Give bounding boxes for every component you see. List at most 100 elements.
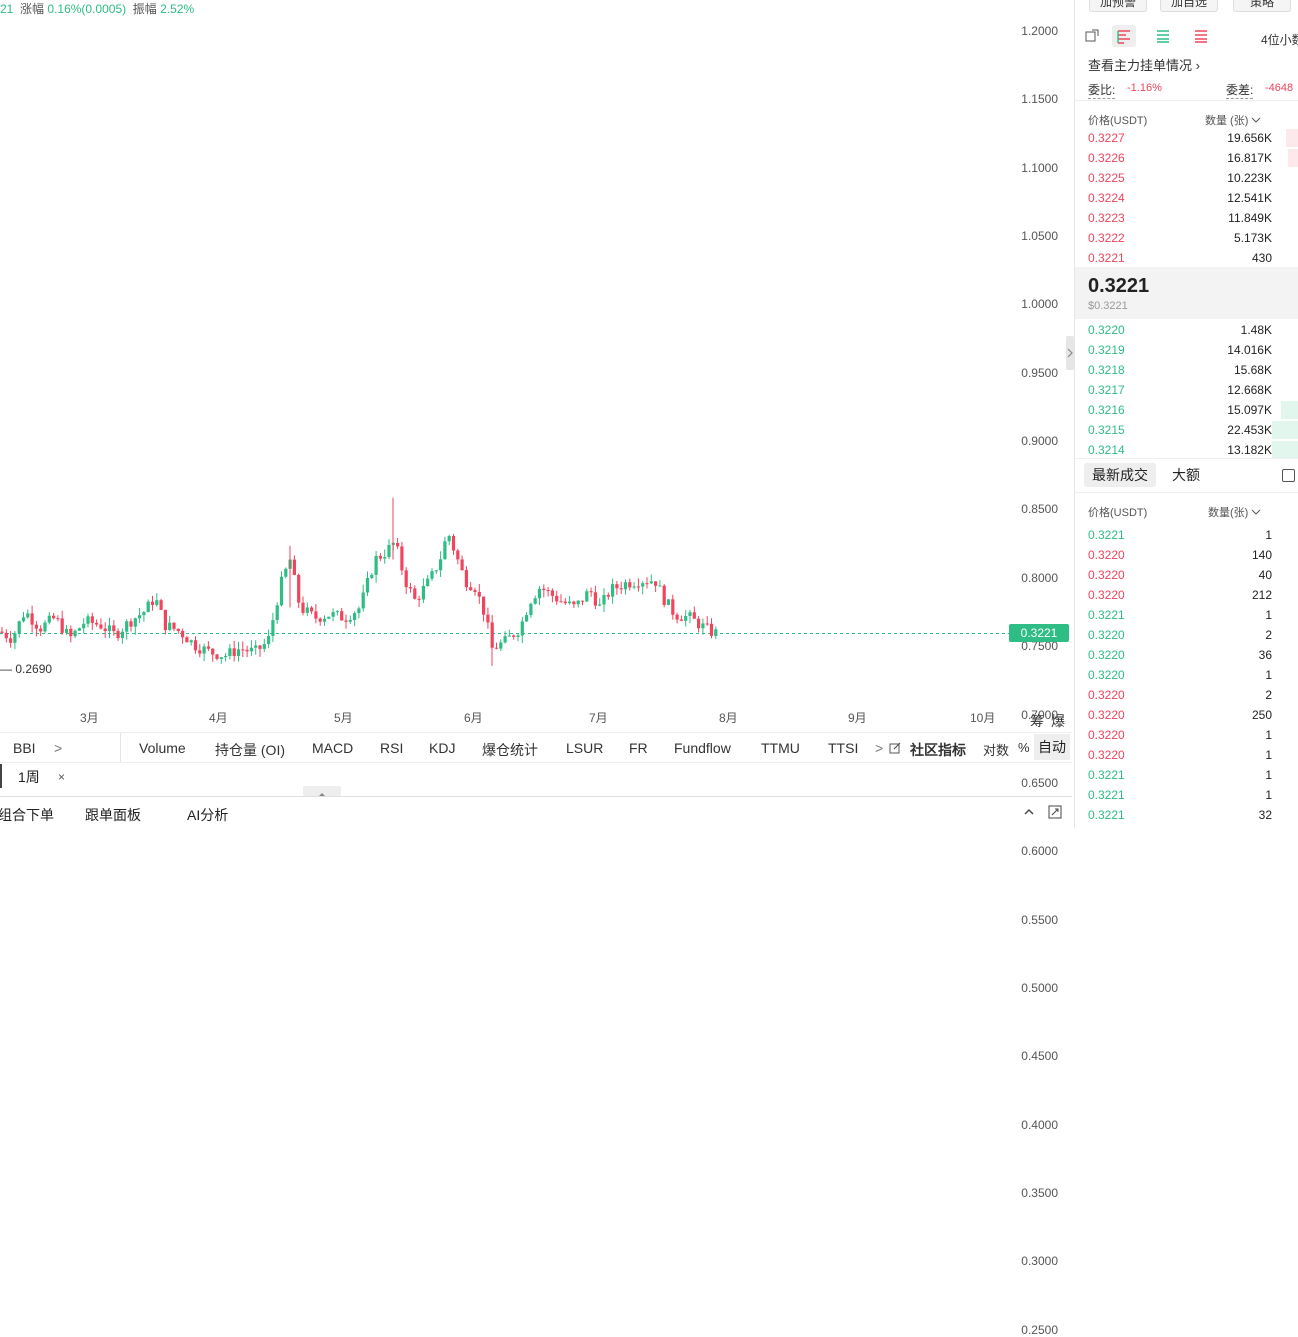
ratio-value: -1.16%: [1127, 82, 1162, 94]
current-price-tag: 0.3221: [1009, 624, 1069, 642]
candle-body: [628, 582, 632, 588]
copy-trading-panel-tab[interactable]: 跟单面板: [85, 807, 141, 823]
chip-distribution-toggle[interactable]: 筹: [1030, 713, 1044, 729]
percent-scale-toggle[interactable]: %: [1018, 740, 1030, 755]
bid-row[interactable]: 0.3216 15.097K: [1075, 400, 1298, 420]
ask-row[interactable]: 0.3222 5.173K: [1075, 228, 1298, 248]
chevron-right-icon[interactable]: >: [875, 740, 884, 756]
candle-body: [198, 650, 202, 654]
candle-body: [623, 582, 628, 590]
community-indicators[interactable]: 社区指标: [910, 742, 966, 758]
price-change-info: 21 涨幅 0.16%(0.0005) 振幅 2.52%: [0, 0, 194, 17]
log-scale-toggle[interactable]: 对数: [983, 743, 1010, 758]
candle-body: [47, 615, 51, 623]
orderbook-both-icon[interactable]: [1112, 25, 1136, 47]
orderbook-bids-icon[interactable]: [1156, 29, 1170, 46]
trade-row: 0.3220 2: [1075, 685, 1298, 705]
chevron-right-icon[interactable]: >: [54, 740, 63, 756]
ask-row[interactable]: 0.3224 12.541K: [1075, 188, 1298, 208]
candle-body: [206, 646, 210, 649]
panel-collapse-handle[interactable]: [1066, 336, 1074, 370]
add-favorite-button[interactable]: 加自选: [1160, 0, 1218, 12]
candle-body: [335, 611, 339, 613]
candle-body: [447, 536, 451, 542]
indicator-macd[interactable]: MACD: [312, 740, 354, 756]
trade-price: 0.3220: [1088, 748, 1125, 762]
indicator-ttsi[interactable]: TTSI: [828, 740, 859, 756]
candle-body: [86, 616, 90, 624]
ask-row[interactable]: 0.3226 16.817K: [1075, 148, 1298, 168]
candle-body: [21, 617, 26, 622]
y-tick-label: 0.8500: [1021, 502, 1058, 517]
low-price-label: — 0.2690: [0, 662, 53, 676]
resize-handle[interactable]: [303, 786, 341, 796]
precision-select[interactable]: 4位小数: [1261, 33, 1298, 47]
ob-qty-header[interactable]: 数量 (张): [1205, 112, 1261, 128]
candlestick-chart-svg[interactable]: [0, 0, 1072, 736]
popout-icon[interactable]: [1085, 29, 1099, 46]
candle-body: [684, 616, 688, 621]
filter-checkbox[interactable]: [1282, 469, 1295, 482]
candle-body: [155, 600, 159, 605]
trade-row: 0.3220 212: [1075, 585, 1298, 605]
edit-icon[interactable]: [889, 741, 901, 757]
chevron-up-icon[interactable]: [1023, 805, 1035, 821]
candle-body: [555, 595, 559, 602]
trade-qty: 1: [1265, 528, 1272, 542]
bid-row[interactable]: 0.3219 14.016K: [1075, 340, 1298, 360]
ask-qty: 5.173K: [1233, 231, 1272, 245]
latest-trades-tab[interactable]: 最新成交: [1084, 463, 1156, 487]
bid-row[interactable]: 0.3217 12.668K: [1075, 380, 1298, 400]
indicator-fundflow[interactable]: Fundflow: [674, 740, 731, 756]
ask-row[interactable]: 0.3221 430: [1075, 248, 1298, 268]
add-alert-button[interactable]: 加预警: [1089, 0, 1147, 12]
trade-price: 0.3221: [1088, 528, 1125, 542]
indicator-open-interest[interactable]: 持仓量 (OI): [215, 742, 285, 758]
y-tick-label: 0.6000: [1021, 844, 1058, 859]
divider: [120, 733, 121, 763]
indicator-lsur[interactable]: LSUR: [566, 740, 604, 756]
indicator-liquidation[interactable]: 爆仓统计: [482, 742, 538, 758]
trade-qty: 1: [1265, 788, 1272, 802]
candle-body: [426, 578, 430, 586]
liquidation-toggle[interactable]: 爆: [1051, 713, 1065, 729]
kline-chart[interactable]: 21 涨幅 0.16%(0.0005) 振幅 2.52% 1.2000 1.150…: [0, 0, 1072, 1337]
candle-body: [95, 622, 99, 625]
ask-row[interactable]: 0.3225 10.223K: [1075, 168, 1298, 188]
depth-bar: [1285, 129, 1298, 147]
trades-qty-header[interactable]: 数量(张): [1208, 504, 1261, 520]
candle-body: [443, 541, 447, 560]
indicator-rsi[interactable]: RSI: [380, 740, 404, 756]
candle-body: [112, 625, 116, 632]
strategy-button[interactable]: 策略: [1233, 0, 1291, 12]
indicator-kdj[interactable]: KDJ: [429, 740, 456, 756]
indicator-fr[interactable]: FR: [629, 740, 648, 756]
bid-row[interactable]: 0.3215 22.453K: [1075, 420, 1298, 440]
expand-icon[interactable]: [1048, 805, 1062, 822]
orderbook-asks-icon[interactable]: [1194, 29, 1208, 46]
ai-analysis-tab[interactable]: AI分析: [187, 807, 229, 823]
bid-row[interactable]: 0.3220 1.48K: [1075, 320, 1298, 340]
ask-row[interactable]: 0.3227 19.656K: [1075, 128, 1298, 148]
candle-body: [129, 621, 133, 627]
y-tick-label: 0.6500: [1021, 775, 1058, 790]
close-icon[interactable]: ×: [58, 770, 66, 784]
combo-order-tab[interactable]: 组合下单: [0, 807, 54, 823]
indicator-volume[interactable]: Volume: [139, 740, 186, 756]
bid-row[interactable]: 0.3214 13.182K: [1075, 440, 1298, 460]
tab-1w[interactable]: 1周: [18, 769, 40, 785]
candle-body: [585, 591, 589, 602]
candle-body: [654, 581, 658, 586]
auto-scale-button[interactable]: 自动: [1034, 734, 1070, 760]
candle-body: [709, 623, 714, 636]
trade-price: 0.3220: [1088, 568, 1125, 582]
large-trades-tab[interactable]: 大额: [1172, 467, 1200, 483]
x-tick-label: 4月: [209, 711, 228, 725]
ask-row[interactable]: 0.3223 11.849K: [1075, 208, 1298, 228]
main-orders-link[interactable]: 查看主力挂单情况 ›: [1088, 58, 1200, 73]
candle-body: [172, 622, 176, 629]
indicator-bbi[interactable]: BBI: [13, 740, 36, 756]
indicator-ttmu[interactable]: TTMU: [761, 740, 800, 756]
trade-qty: 1: [1265, 748, 1272, 762]
bid-row[interactable]: 0.3218 15.68K: [1075, 360, 1298, 380]
